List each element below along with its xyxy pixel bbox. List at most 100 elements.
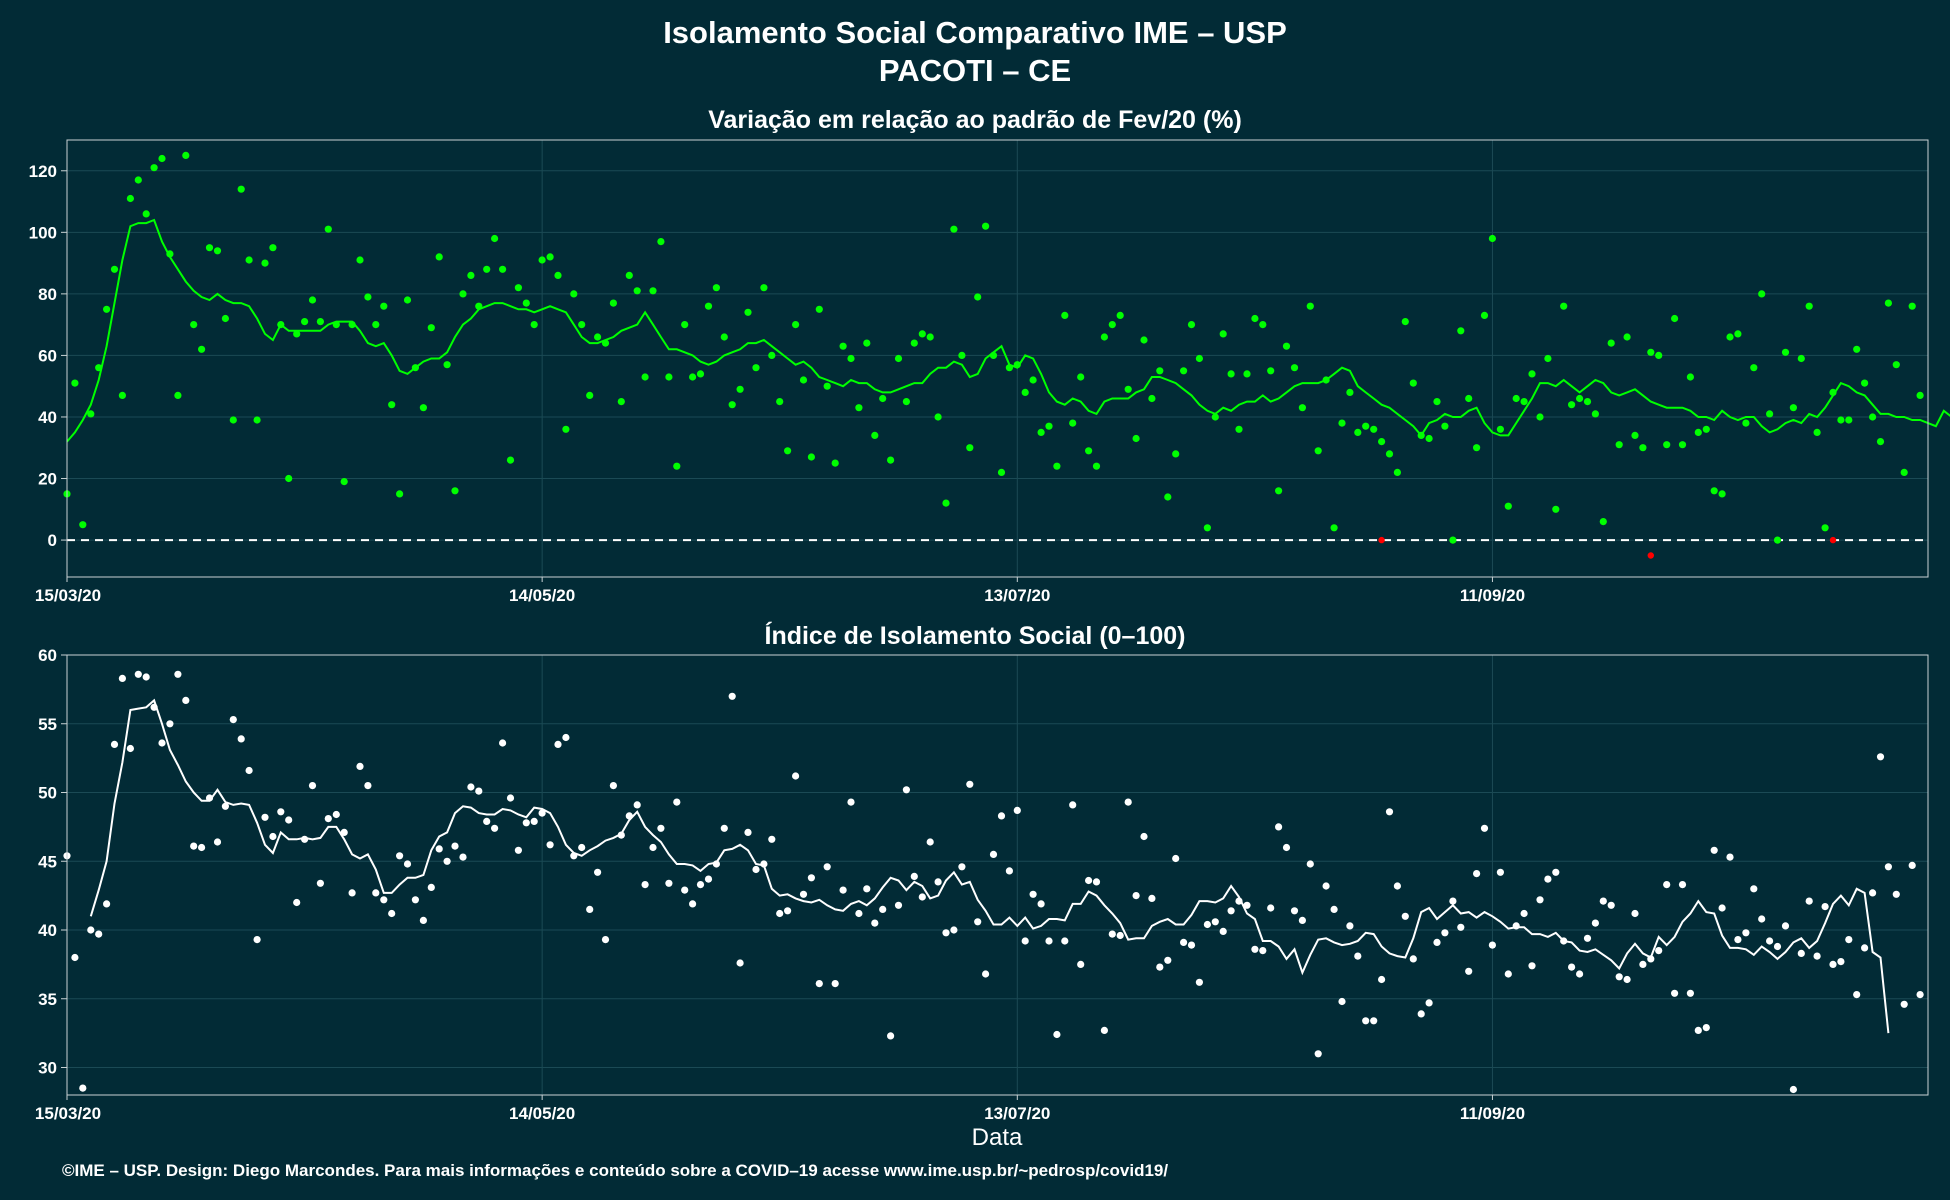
variation-y-tick-label: 80: [38, 285, 57, 304]
variation-data-point: [87, 410, 95, 418]
index-data-point: [1655, 947, 1663, 955]
index-data-point: [665, 879, 673, 887]
variation-data-point: [570, 290, 578, 298]
index-data-point: [1203, 920, 1211, 929]
index-y-tick-label: 50: [38, 784, 57, 803]
variation-data-point: [174, 391, 182, 399]
index-data-point: [1583, 934, 1592, 942]
variation-data-point: [934, 413, 942, 421]
variation-data-point: [1132, 434, 1140, 443]
x-axis-label: Data: [972, 1124, 1023, 1151]
variation-data-point: [285, 474, 293, 483]
variation-data-point: [1409, 379, 1417, 387]
index-data-point: [887, 1032, 895, 1040]
index-data-point: [1378, 975, 1386, 984]
index-data-point: [942, 929, 950, 937]
index-data-point: [1267, 904, 1275, 912]
index-data-point: [388, 909, 396, 918]
index-data-point: [1021, 937, 1029, 945]
variation-data-point: [744, 308, 752, 316]
index-data-point: [1504, 970, 1512, 978]
variation-data-point: [301, 318, 309, 326]
index-data-point: [261, 813, 269, 821]
index-data-point: [403, 860, 412, 868]
index-data-point: [728, 692, 736, 700]
variation-data-point: [1544, 354, 1552, 363]
index-data-point: [760, 860, 768, 868]
index-data-point: [1433, 938, 1441, 947]
variation-data-point: [411, 364, 419, 372]
variation-data-point: [1908, 302, 1916, 310]
index-data-point: [902, 786, 911, 794]
index-data-point: [475, 787, 483, 795]
variation-data-point: [871, 431, 879, 439]
variation-data-point: [1219, 330, 1227, 338]
index-data-point: [918, 893, 926, 901]
index-data-point: [1536, 896, 1544, 904]
variation-data-point: [989, 351, 998, 359]
variation-data-point: [736, 385, 744, 393]
variation-data-point: [1187, 321, 1196, 329]
index-data-point: [1544, 875, 1552, 883]
variation-data-point: [1655, 351, 1663, 359]
variation-data-point: [229, 416, 237, 424]
variation-data-point: [277, 321, 285, 329]
index-data-point: [1180, 938, 1188, 947]
index-data-point: [1457, 923, 1465, 931]
index-data-point: [316, 879, 324, 887]
variation-data-point: [617, 398, 625, 406]
variation-data-point: [1330, 524, 1338, 532]
variation-data-point: [491, 234, 499, 243]
index-data-point: [736, 959, 744, 967]
index-data-point: [934, 878, 942, 886]
variation-data-point: [942, 499, 950, 507]
variation-data-point: [1576, 394, 1584, 403]
index-data-point: [720, 824, 728, 832]
variation-data-point: [966, 444, 974, 452]
index-data-point: [1750, 885, 1758, 893]
variation-data-point: [514, 284, 523, 292]
variation-data-point: [958, 351, 966, 359]
variation-data-point: [1362, 422, 1370, 430]
index-data-point: [1465, 967, 1473, 975]
index-data-point: [1346, 922, 1354, 930]
index-data-point: [285, 816, 293, 824]
variation-data-point: [1789, 404, 1797, 412]
index-data-point: [1813, 952, 1821, 960]
variation-data-point: [245, 256, 253, 264]
index-y-ticks: 30 35 40 45 50 55 60: [38, 646, 67, 1078]
variation-data-point: [1686, 373, 1694, 381]
index-data-point: [1639, 960, 1647, 969]
index-data-point: [1861, 944, 1869, 952]
index-data-point: [1195, 978, 1203, 986]
index-data-point: [1211, 918, 1219, 926]
index-data-point: [483, 817, 491, 826]
index-data-point: [594, 868, 602, 876]
variation-data-point: [982, 222, 990, 230]
variation-data-point: [926, 333, 934, 341]
variation-data-point: [657, 238, 665, 246]
variation-data-point: [1092, 462, 1101, 470]
index-data-point: [784, 907, 792, 915]
index-data-point: [1116, 931, 1124, 940]
index-data-point: [879, 905, 887, 914]
variation-data-point: [1037, 428, 1045, 436]
variation-data-point: [1069, 419, 1077, 427]
index-x-tick-label: 11/09/20: [1460, 1104, 1525, 1123]
variation-data-point: [435, 253, 443, 261]
variation-data-point: [1433, 398, 1441, 406]
variation-data-point: [1496, 425, 1504, 433]
index-y-tick-label: 40: [38, 921, 57, 940]
index-x-tick-label: 13/07/20: [984, 1104, 1050, 1123]
index-data-point: [1734, 936, 1742, 944]
variation-data-point: [776, 398, 784, 406]
index-data-point: [150, 703, 158, 711]
variation-data-point: [1607, 339, 1615, 347]
variation-data-point: [1821, 524, 1829, 532]
index-data-point: [1710, 846, 1718, 854]
variation-y-tick-label: 120: [29, 162, 57, 181]
variation-data-point: [1663, 441, 1671, 449]
index-data-point: [681, 886, 689, 894]
index-data-point: [514, 846, 523, 854]
variation-y-tick-label: 20: [38, 470, 57, 489]
